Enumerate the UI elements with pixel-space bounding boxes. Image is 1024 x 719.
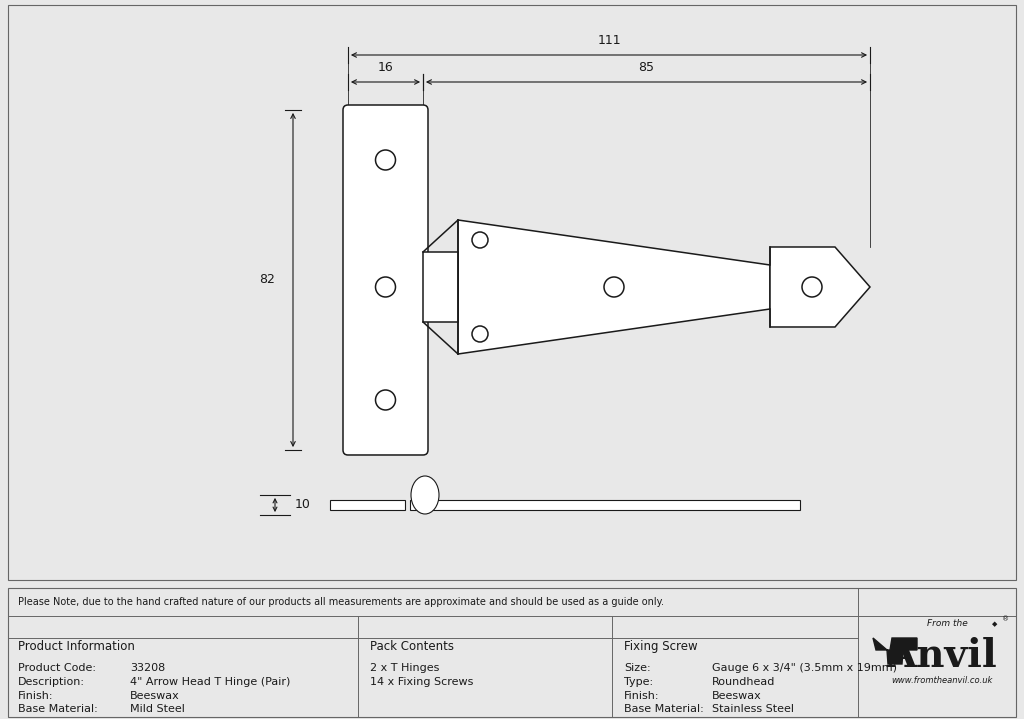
Text: 10: 10 [295, 498, 311, 511]
Text: 82: 82 [259, 273, 275, 286]
Bar [423, 252, 458, 322]
Text: 16: 16 [378, 62, 393, 75]
Text: ®: ® [1002, 616, 1009, 622]
Text: 2 x T Hinges: 2 x T Hinges [370, 663, 439, 673]
Ellipse shape [411, 476, 439, 514]
Circle shape [472, 326, 488, 342]
Polygon shape [873, 638, 918, 664]
Bar [410, 500, 800, 510]
Circle shape [376, 277, 395, 297]
Text: Stainless Steel: Stainless Steel [712, 704, 794, 714]
Text: 85: 85 [639, 62, 654, 75]
Text: 4" Arrow Head T Hinge (Pair): 4" Arrow Head T Hinge (Pair) [130, 677, 291, 687]
FancyBboxPatch shape [343, 105, 428, 455]
Text: Description:: Description: [18, 677, 85, 687]
Text: Beeswax: Beeswax [130, 691, 180, 701]
Circle shape [472, 232, 488, 248]
Text: 33208: 33208 [130, 663, 165, 673]
Text: 111: 111 [597, 35, 621, 47]
Text: 14 x Fixing Screws: 14 x Fixing Screws [370, 677, 473, 687]
Text: Anvil: Anvil [887, 637, 997, 675]
Text: Beeswax: Beeswax [712, 691, 762, 701]
Text: Product Code:: Product Code: [18, 663, 96, 673]
Text: Pack Contents: Pack Contents [370, 641, 454, 654]
Text: ◆: ◆ [992, 621, 997, 627]
Text: Roundhead: Roundhead [712, 677, 775, 687]
Polygon shape [458, 220, 770, 354]
Text: Type:: Type: [624, 677, 653, 687]
Polygon shape [770, 247, 870, 327]
Bar [330, 500, 406, 510]
Circle shape [376, 150, 395, 170]
Text: Size:: Size: [624, 663, 650, 673]
Text: Finish:: Finish: [624, 691, 659, 701]
Text: Mild Steel: Mild Steel [130, 704, 185, 714]
Text: Base Material:: Base Material: [18, 704, 97, 714]
Text: Please Note, due to the hand crafted nature of our products all measurements are: Please Note, due to the hand crafted nat… [18, 597, 664, 607]
Circle shape [604, 277, 624, 297]
Text: Gauge 6 x 3/4" (3.5mm x 19mm): Gauge 6 x 3/4" (3.5mm x 19mm) [712, 663, 897, 673]
Text: Fixing Screw: Fixing Screw [624, 641, 697, 654]
Text: From the: From the [927, 620, 968, 628]
Text: www.fromtheanvil.co.uk: www.fromtheanvil.co.uk [891, 677, 992, 685]
Text: Product Information: Product Information [18, 641, 135, 654]
Text: Finish:: Finish: [18, 691, 53, 701]
Circle shape [802, 277, 822, 297]
Text: Base Material:: Base Material: [624, 704, 703, 714]
Circle shape [376, 390, 395, 410]
